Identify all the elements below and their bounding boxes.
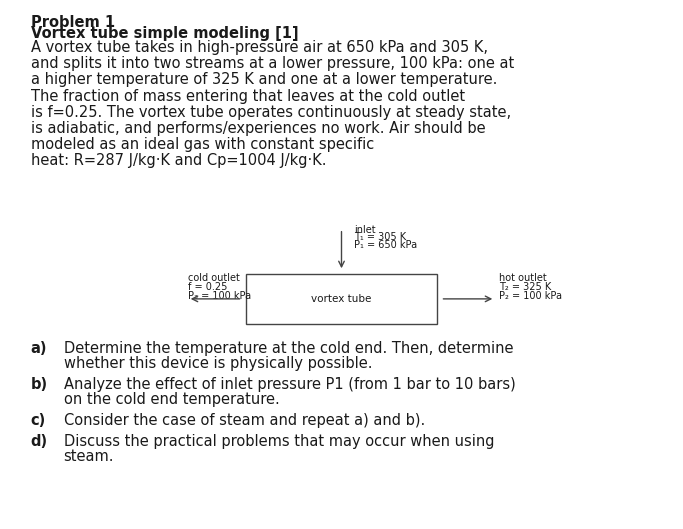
Text: modeled as an ideal gas with constant specific: modeled as an ideal gas with constant sp… bbox=[31, 137, 374, 152]
Text: is adiabatic, and performs/experiences no work. Air should be: is adiabatic, and performs/experiences n… bbox=[31, 121, 486, 136]
Text: a): a) bbox=[31, 341, 47, 356]
Text: A vortex tube takes in high-pressure air at 650 kPa and 305 K,: A vortex tube takes in high-pressure air… bbox=[31, 40, 488, 55]
Text: P₃ = 100 kPa: P₃ = 100 kPa bbox=[188, 291, 251, 302]
Text: f = 0.25: f = 0.25 bbox=[188, 282, 227, 293]
Text: P₂ = 100 kPa: P₂ = 100 kPa bbox=[499, 291, 561, 302]
Text: T₂ = 325 K: T₂ = 325 K bbox=[499, 282, 551, 293]
Text: Determine the temperature at the cold end. Then, determine: Determine the temperature at the cold en… bbox=[64, 341, 513, 356]
Text: The fraction of mass entering that leaves at the cold outlet: The fraction of mass entering that leave… bbox=[31, 88, 465, 104]
Text: T₁ = 305 K: T₁ = 305 K bbox=[354, 233, 406, 242]
Text: b): b) bbox=[31, 377, 48, 392]
Text: hot outlet: hot outlet bbox=[499, 273, 546, 284]
Text: c): c) bbox=[31, 413, 46, 428]
Text: whether this device is physically possible.: whether this device is physically possib… bbox=[64, 356, 372, 371]
Text: on the cold end temperature.: on the cold end temperature. bbox=[64, 392, 279, 407]
Text: cold outlet: cold outlet bbox=[188, 273, 240, 284]
Text: Consider the case of steam and repeat a) and b).: Consider the case of steam and repeat a)… bbox=[64, 413, 425, 428]
Text: Problem 1: Problem 1 bbox=[31, 15, 115, 30]
Text: steam.: steam. bbox=[64, 449, 114, 464]
Text: vortex tube: vortex tube bbox=[311, 294, 372, 304]
Text: Discuss the practical problems that may occur when using: Discuss the practical problems that may … bbox=[64, 434, 494, 449]
Bar bbox=[246, 273, 437, 324]
Text: heat: R=287 J/kg·K and Cp=1004 J/kg·K.: heat: R=287 J/kg·K and Cp=1004 J/kg·K. bbox=[31, 153, 326, 168]
Text: d): d) bbox=[31, 434, 48, 449]
Text: and splits it into two streams at a lower pressure, 100 kPa: one at: and splits it into two streams at a lowe… bbox=[31, 56, 514, 71]
Text: Vortex tube simple modeling [1]: Vortex tube simple modeling [1] bbox=[31, 26, 298, 41]
Text: inlet: inlet bbox=[354, 224, 376, 234]
Text: is f=0.25. The vortex tube operates continuously at steady state,: is f=0.25. The vortex tube operates cont… bbox=[31, 105, 511, 120]
Text: a higher temperature of 325 K and one at a lower temperature.: a higher temperature of 325 K and one at… bbox=[31, 72, 497, 87]
Text: P₁ = 650 kPa: P₁ = 650 kPa bbox=[354, 240, 417, 250]
Text: Analyze the effect of inlet pressure P1 (from 1 bar to 10 bars): Analyze the effect of inlet pressure P1 … bbox=[64, 377, 515, 392]
